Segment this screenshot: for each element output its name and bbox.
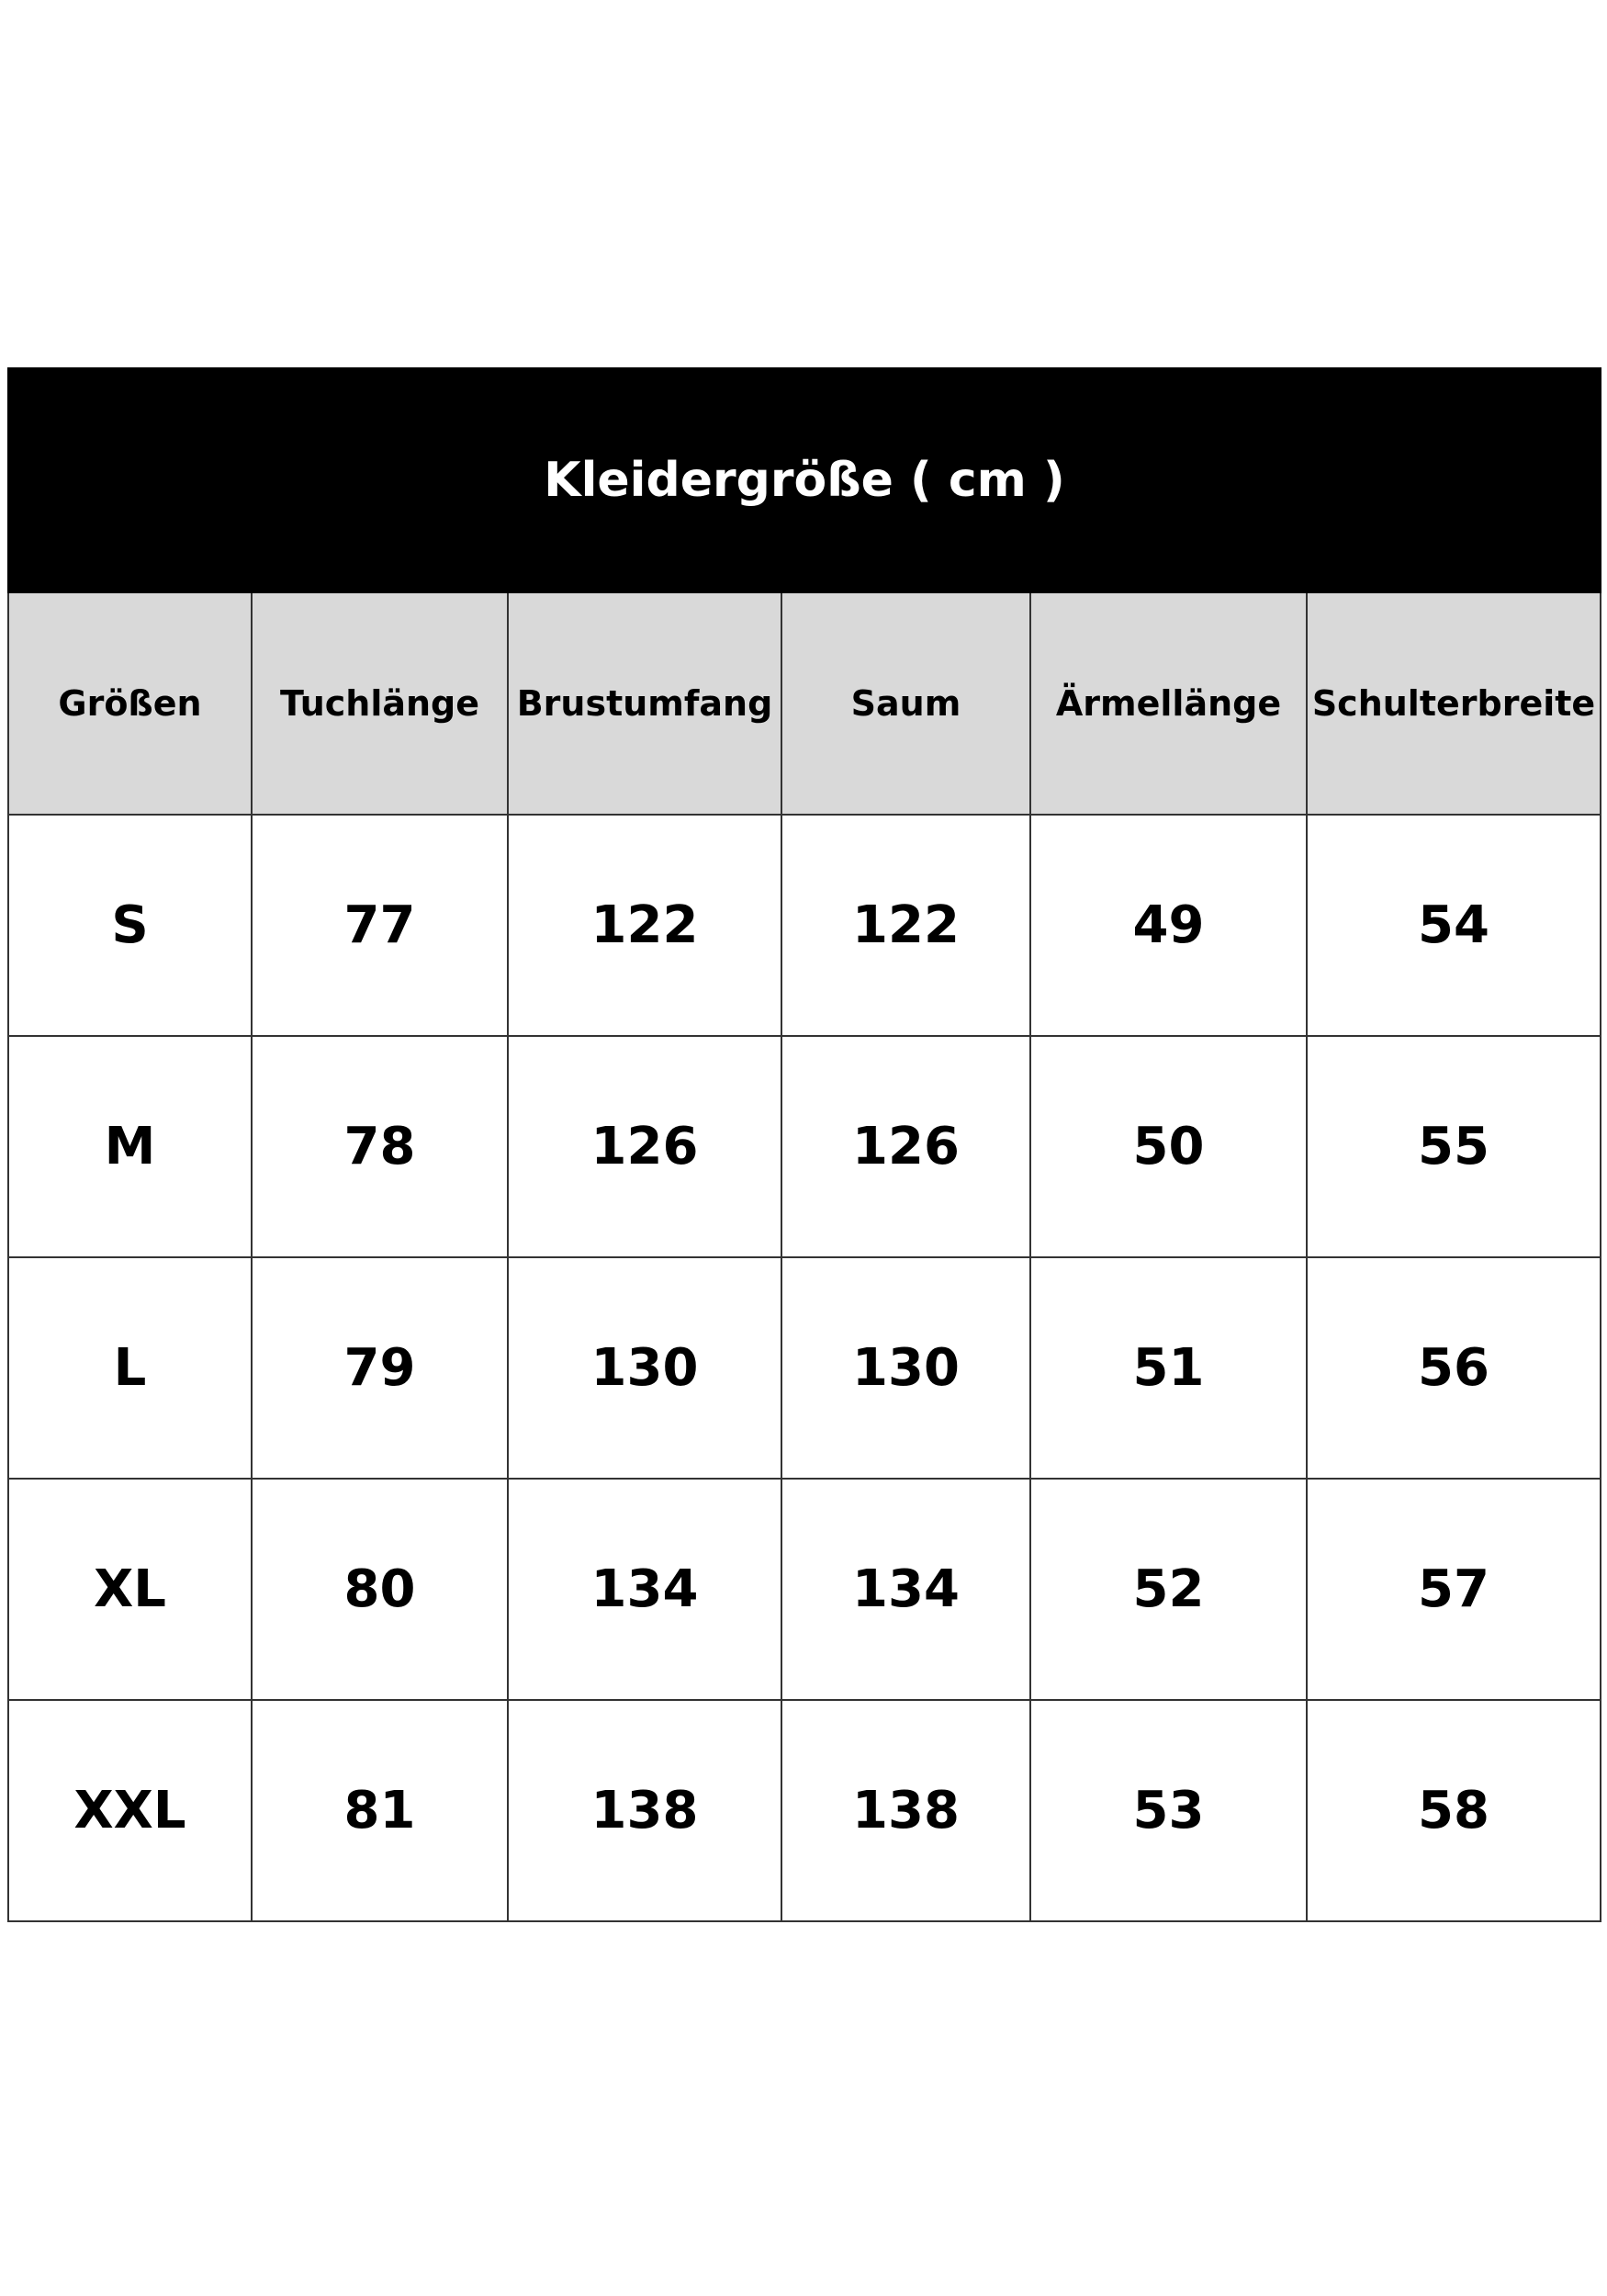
schulterbreite-cell: 54 xyxy=(1305,814,1602,1037)
schulterbreite-cell: 58 xyxy=(1305,1699,1602,1922)
table-row: XL 80 134 134 52 57 xyxy=(7,1478,1602,1701)
size-cell: XL xyxy=(7,1478,253,1701)
table-row: M 78 126 126 50 55 xyxy=(7,1035,1602,1258)
header-tuchlaenge: Tuchlänge xyxy=(251,591,509,816)
aermellaenge-cell: 49 xyxy=(1029,814,1308,1037)
saum-cell: 122 xyxy=(781,814,1031,1037)
tuchlaenge-cell: 80 xyxy=(251,1478,509,1701)
saum-cell: 130 xyxy=(781,1256,1031,1480)
saum-cell: 138 xyxy=(781,1699,1031,1922)
aermellaenge-cell: 51 xyxy=(1029,1256,1308,1480)
tuchlaenge-cell: 77 xyxy=(251,814,509,1037)
brustumfang-cell: 122 xyxy=(507,814,782,1037)
schulterbreite-cell: 57 xyxy=(1305,1478,1602,1701)
saum-cell: 134 xyxy=(781,1478,1031,1701)
size-cell: M xyxy=(7,1035,253,1258)
header-schulterbreite: Schulterbreite xyxy=(1305,591,1602,816)
header-aermellaenge: Ärmellänge xyxy=(1029,591,1308,816)
size-cell: XXL xyxy=(7,1699,253,1922)
brustumfang-cell: 126 xyxy=(507,1035,782,1258)
header-groessen: Größen xyxy=(7,591,253,816)
header-brustumfang: Brustumfang xyxy=(507,591,782,816)
brustumfang-cell: 134 xyxy=(507,1478,782,1701)
title-row: Kleidergröße ( cm ) xyxy=(6,367,1602,593)
saum-cell: 126 xyxy=(781,1035,1031,1258)
tuchlaenge-cell: 78 xyxy=(251,1035,509,1258)
aermellaenge-cell: 50 xyxy=(1029,1035,1308,1258)
tuchlaenge-cell: 81 xyxy=(251,1699,509,1922)
schulterbreite-cell: 55 xyxy=(1305,1035,1602,1258)
tuchlaenge-cell: 79 xyxy=(251,1256,509,1480)
table-row: S 77 122 122 49 54 xyxy=(7,814,1602,1037)
header-row: Größen Tuchlänge Brustumfang Saum Ärmell… xyxy=(7,591,1602,816)
table-row: L 79 130 130 51 56 xyxy=(7,1256,1602,1480)
header-saum: Saum xyxy=(781,591,1031,816)
schulterbreite-cell: 56 xyxy=(1305,1256,1602,1480)
brustumfang-cell: 130 xyxy=(507,1256,782,1480)
aermellaenge-cell: 52 xyxy=(1029,1478,1308,1701)
brustumfang-cell: 138 xyxy=(507,1699,782,1922)
size-cell: S xyxy=(7,814,253,1037)
size-cell: L xyxy=(7,1256,253,1480)
size-chart-table: Kleidergröße ( cm ) Größen Tuchlänge Bru… xyxy=(6,367,1602,1922)
aermellaenge-cell: 53 xyxy=(1029,1699,1308,1922)
table-row: XXL 81 138 138 53 58 xyxy=(7,1699,1602,1922)
table-title: Kleidergröße ( cm ) xyxy=(6,367,1602,593)
